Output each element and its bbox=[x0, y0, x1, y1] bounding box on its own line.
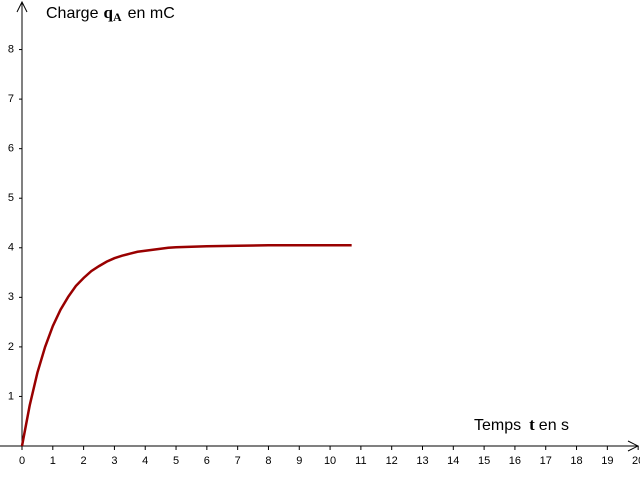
y-tick-label: 1 bbox=[8, 390, 14, 402]
x-tick-label: 10 bbox=[324, 455, 336, 467]
y-label-subscript: A bbox=[113, 10, 122, 24]
x-tick-label: 9 bbox=[296, 455, 302, 467]
x-tick-label: 14 bbox=[447, 455, 459, 467]
x-tick-label: 15 bbox=[478, 455, 490, 467]
x-tick-label: 12 bbox=[386, 455, 398, 467]
y-tick-label: 8 bbox=[8, 43, 14, 55]
y-tick-label: 4 bbox=[8, 242, 14, 254]
y-tick-label: 2 bbox=[8, 341, 14, 353]
x-tick-label: 4 bbox=[142, 455, 148, 467]
x-tick-label: 0 bbox=[19, 455, 25, 467]
x-tick-label: 13 bbox=[416, 455, 428, 467]
x-tick-label: 6 bbox=[204, 455, 210, 467]
x-tick-label: 20 bbox=[632, 455, 640, 467]
x-tick-label: 5 bbox=[173, 455, 179, 467]
y-label-unit: en mC bbox=[128, 5, 175, 22]
x-tick-label: 7 bbox=[235, 455, 241, 467]
y-tick-label: 3 bbox=[8, 291, 14, 303]
y-axis-arrow bbox=[16, 0, 28, 13]
x-label-symbol: t bbox=[529, 415, 535, 434]
y-label-symbol: q bbox=[103, 3, 113, 22]
data-line bbox=[20, 244, 352, 447]
x-tick-label: 18 bbox=[570, 455, 582, 467]
x-tick-label: 17 bbox=[540, 455, 552, 467]
y-tick-label: 6 bbox=[8, 143, 14, 155]
x-tick-label: 11 bbox=[355, 455, 366, 467]
x-tick-label: 2 bbox=[81, 455, 87, 467]
x-tick-label: 3 bbox=[111, 455, 117, 467]
y-axis-label: Charge qA en mC bbox=[46, 3, 175, 24]
x-tick-label: 16 bbox=[509, 455, 521, 467]
x-label-text: Temps bbox=[474, 417, 521, 434]
x-axis-label: Temps t en s bbox=[474, 415, 569, 434]
x-tick-label: 1 bbox=[50, 455, 56, 467]
x-tick-label: 19 bbox=[601, 455, 613, 467]
x-tick-label: 8 bbox=[265, 455, 271, 467]
y-label-text: Charge bbox=[46, 5, 99, 22]
y-tick-label: 7 bbox=[8, 93, 14, 105]
y-tick-label: 5 bbox=[8, 192, 14, 204]
x-label-unit: en s bbox=[539, 417, 569, 434]
